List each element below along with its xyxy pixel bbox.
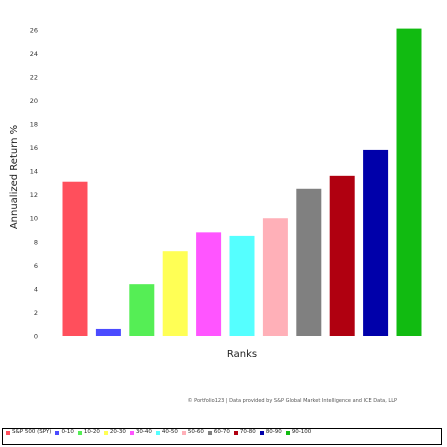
legend: S&P 500 (SPY) 0-10 10-20 20-30 30-40 40-50 50-…: [2, 428, 442, 445]
legend-label: 60-70: [213, 429, 230, 436]
bar-90-100[interactable]: [396, 28, 422, 336]
bar-0-10[interactable]: [95, 328, 121, 336]
bar-s-p-500-spy[interactable]: [62, 181, 88, 336]
y-tick-label: 2: [34, 309, 38, 317]
legend-item[interactable]: 40-50: [155, 429, 178, 437]
legend-swatch: [233, 430, 238, 435]
x-axis-title: Ranks: [227, 349, 257, 360]
legend-label: 50-60: [187, 429, 204, 436]
y-tick-label: 24: [30, 50, 38, 58]
y-tick-label: 26: [30, 26, 38, 34]
bar-70-80[interactable]: [329, 175, 355, 336]
y-tick-label: 0: [34, 333, 38, 341]
bar-20-30[interactable]: [162, 251, 188, 336]
legend-item[interactable]: 90-100: [285, 429, 312, 437]
legend-label: 20-30: [109, 429, 126, 436]
y-tick-label: 16: [30, 144, 38, 152]
legend-label: 40-50: [161, 429, 178, 436]
bars: [62, 28, 422, 336]
legend-swatch: [103, 430, 108, 435]
legend-item[interactable]: 30-40: [129, 429, 152, 437]
legend-swatch: [55, 430, 60, 435]
y-tick-label: 22: [30, 73, 38, 81]
y-tick-label: 12: [30, 191, 38, 199]
y-tick-label: 18: [30, 121, 38, 129]
legend-swatch: [6, 430, 10, 435]
legend-label: 0-10: [61, 429, 74, 436]
legend-item[interactable]: 50-60: [181, 429, 204, 437]
bar-30-40[interactable]: [196, 232, 222, 336]
y-tick-label: 10: [30, 215, 38, 223]
legend-label: 10-20: [83, 429, 100, 436]
legend-label: 80-90: [265, 429, 282, 436]
legend-item[interactable]: 20-30: [103, 429, 126, 437]
legend-label: 30-40: [135, 429, 152, 436]
y-tick-label: 14: [30, 168, 38, 176]
legend-item[interactable]: 10-20: [77, 429, 100, 437]
legend-swatch: [207, 430, 212, 435]
bar-80-90[interactable]: [363, 149, 389, 336]
bar-60-70[interactable]: [296, 188, 322, 336]
legend-swatch: [181, 430, 186, 435]
y-tick-label: 4: [34, 285, 38, 293]
y-tick-label: 6: [34, 262, 38, 270]
legend-swatch: [285, 430, 290, 435]
bar-10-20[interactable]: [129, 284, 155, 336]
legend-label: 90-100: [291, 429, 312, 436]
legend-swatch: [155, 430, 160, 435]
bar-50-60[interactable]: [262, 218, 288, 336]
legend-swatch: [129, 430, 134, 435]
data-credit: © Portfolio123 | Data provided by S&P Gl…: [188, 397, 397, 404]
legend-item[interactable]: S&P 500 (SPY): [6, 429, 51, 437]
legend-label: S&P 500 (SPY): [12, 429, 52, 436]
legend-item[interactable]: 80-90: [259, 429, 282, 437]
legend-item[interactable]: 0-10: [55, 429, 74, 437]
y-tick-label: 20: [30, 97, 38, 105]
legend-item[interactable]: 60-70: [207, 429, 230, 437]
y-axis-title: Annualized Return %: [9, 125, 20, 229]
legend-swatch: [77, 430, 82, 435]
legend-item[interactable]: 70-80: [233, 429, 256, 437]
legend-label: 70-80: [239, 429, 256, 436]
bar-40-50[interactable]: [229, 235, 255, 336]
legend-swatch: [259, 430, 264, 435]
y-tick-label: 8: [34, 238, 38, 246]
